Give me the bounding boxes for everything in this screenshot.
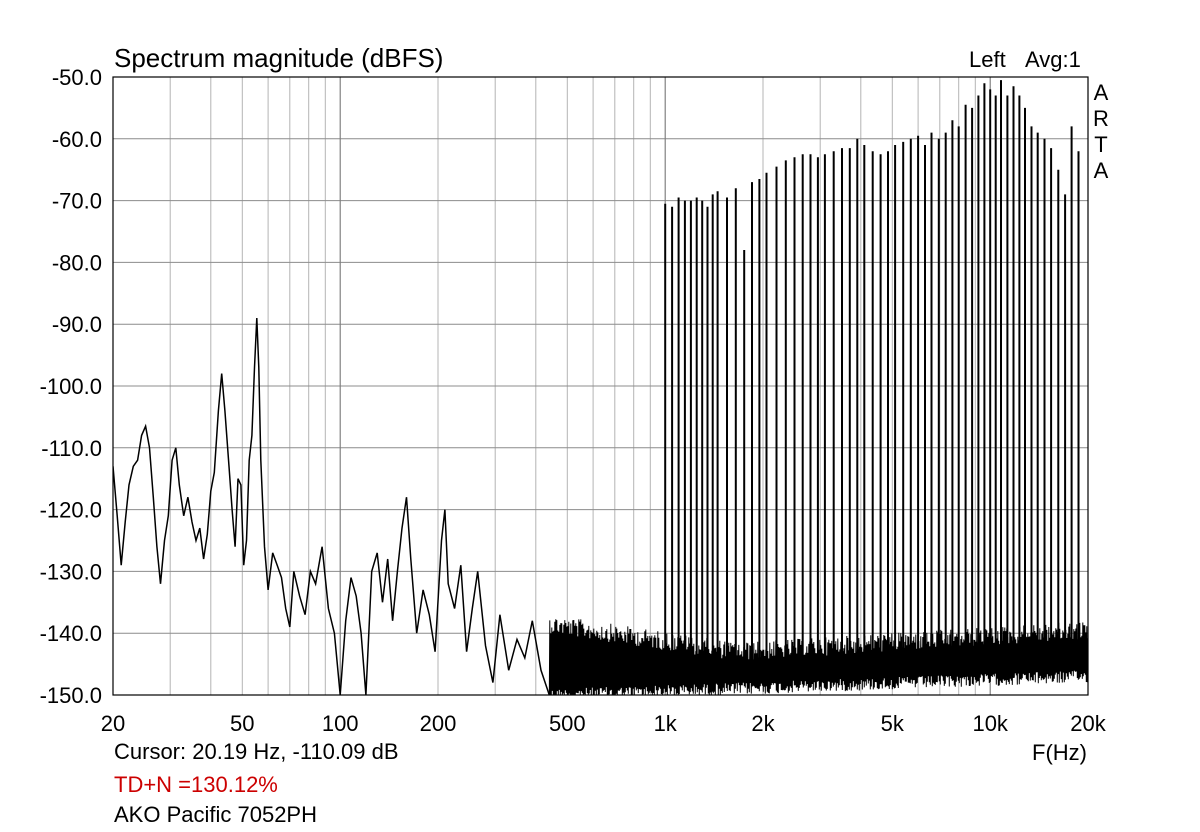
x-tick-label: 1k bbox=[654, 711, 678, 736]
x-axis-tick-labels: 20 50 100 200 500 1k 2k 5k 10k 20k bbox=[101, 711, 1107, 736]
x-tick-label: 200 bbox=[420, 711, 457, 736]
arta-logo: A R T A bbox=[1093, 80, 1109, 184]
arta-letter-a: A bbox=[1093, 80, 1109, 105]
y-tick-label: -100.0 bbox=[40, 374, 102, 399]
x-tick-label: 2k bbox=[751, 711, 775, 736]
y-tick-label: -50.0 bbox=[52, 65, 102, 90]
device-name: AKO Pacific 7052PH bbox=[114, 802, 317, 827]
average-count: Avg:1 bbox=[1025, 47, 1081, 72]
arta-letter-t: T bbox=[1094, 132, 1108, 157]
y-tick-label: -150.0 bbox=[40, 683, 102, 708]
arta-letter-r: R bbox=[1093, 106, 1109, 131]
chart-title: Spectrum magnitude (dBFS) bbox=[114, 43, 444, 73]
y-tick-label: -80.0 bbox=[52, 250, 102, 275]
y-tick-label: -140.0 bbox=[40, 621, 102, 646]
y-tick-label: -120.0 bbox=[40, 498, 102, 523]
x-tick-label: 50 bbox=[230, 711, 254, 736]
x-tick-label: 500 bbox=[549, 711, 586, 736]
x-tick-label: 100 bbox=[322, 711, 359, 736]
x-tick-label: 20 bbox=[101, 711, 125, 736]
cursor-readout: Cursor: 20.19 Hz, -110.09 dB bbox=[114, 739, 399, 764]
y-tick-label: -60.0 bbox=[52, 127, 102, 152]
tone-lines bbox=[664, 80, 1080, 671]
arta-letter-a2: A bbox=[1093, 158, 1109, 183]
y-tick-label: -90.0 bbox=[52, 312, 102, 337]
x-tick-label: 5k bbox=[881, 711, 905, 736]
plot-frame bbox=[112, 76, 1089, 696]
x-axis-label: F(Hz) bbox=[1032, 740, 1087, 765]
y-tick-label: -70.0 bbox=[52, 189, 102, 214]
y-axis-tick-labels: -50.0 -60.0 -70.0 -80.0 -90.0 -100.0 -110.0 -12… bbox=[40, 65, 102, 708]
channel-label: Left bbox=[969, 47, 1006, 72]
x-tick-label: 10k bbox=[972, 711, 1008, 736]
x-tick-label: 20k bbox=[1070, 711, 1106, 736]
y-tick-label: -130.0 bbox=[40, 559, 102, 584]
y-tick-label: -110.0 bbox=[41, 436, 102, 461]
tdn-readout: TD+N =130.12% bbox=[114, 772, 278, 797]
low-frequency-trace bbox=[113, 317, 551, 695]
plot-area bbox=[113, 80, 1088, 695]
